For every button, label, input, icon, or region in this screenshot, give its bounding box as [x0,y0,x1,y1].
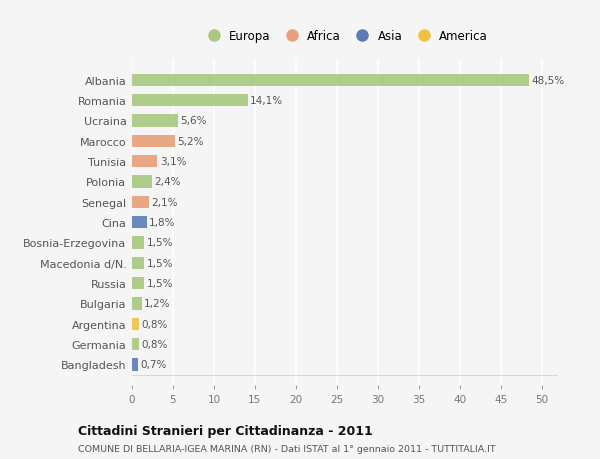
Text: 1,5%: 1,5% [147,238,173,248]
Bar [132,115,178,127]
Bar [132,217,147,229]
Text: 5,6%: 5,6% [181,116,207,126]
Bar [132,318,139,330]
Text: 5,2%: 5,2% [177,136,203,146]
Bar [132,298,142,310]
Text: 3,1%: 3,1% [160,157,187,167]
Text: COMUNE DI BELLARIA-IGEA MARINA (RN) - Dati ISTAT al 1° gennaio 2011 - TUTTITALIA: COMUNE DI BELLARIA-IGEA MARINA (RN) - Da… [78,444,496,453]
Text: Cittadini Stranieri per Cittadinanza - 2011: Cittadini Stranieri per Cittadinanza - 2… [78,424,373,437]
Text: 1,5%: 1,5% [147,279,173,288]
Bar [132,277,144,290]
Text: 0,8%: 0,8% [141,319,167,329]
Text: 1,5%: 1,5% [147,258,173,268]
Bar [132,338,139,351]
Bar [132,156,157,168]
Text: 0,8%: 0,8% [141,339,167,349]
Bar [132,135,175,147]
Bar [132,74,529,87]
Bar [132,358,138,371]
Text: 1,8%: 1,8% [149,218,176,228]
Bar [132,95,248,107]
Text: 2,4%: 2,4% [154,177,181,187]
Text: 2,1%: 2,1% [152,197,178,207]
Bar [132,176,152,188]
Text: 0,7%: 0,7% [140,360,167,369]
Text: 48,5%: 48,5% [532,76,565,85]
Text: 1,2%: 1,2% [144,299,171,309]
Text: 14,1%: 14,1% [250,96,283,106]
Bar [132,257,144,269]
Bar [132,196,149,208]
Legend: Europa, Africa, Asia, America: Europa, Africa, Asia, America [199,27,491,46]
Bar [132,237,144,249]
